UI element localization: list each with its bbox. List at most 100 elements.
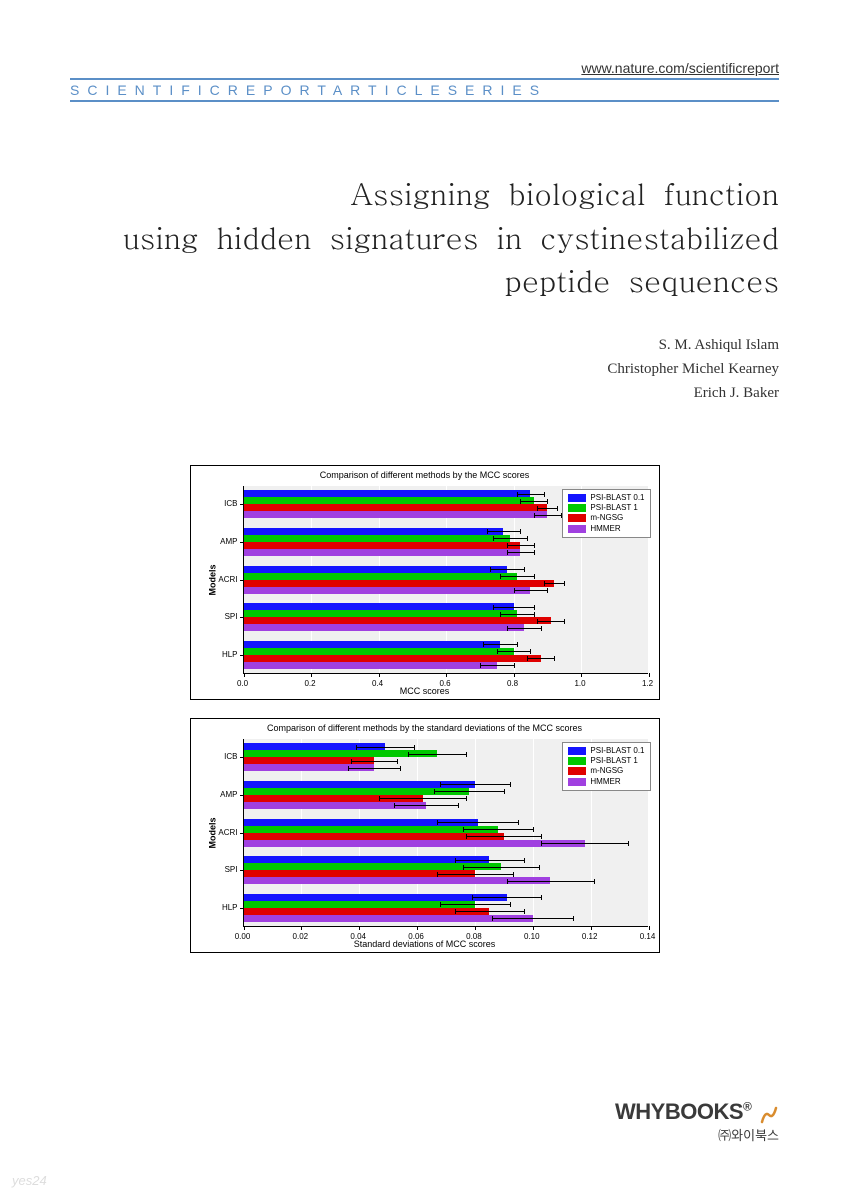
error-cap bbox=[537, 619, 538, 624]
error-bar bbox=[527, 658, 554, 659]
error-bar bbox=[455, 860, 524, 861]
y-axis-label: Models bbox=[207, 564, 217, 595]
error-cap bbox=[524, 909, 525, 914]
error-cap bbox=[507, 626, 508, 631]
bar bbox=[244, 573, 517, 580]
chart-title: Comparison of different methods by the M… bbox=[191, 470, 659, 480]
error-cap bbox=[594, 879, 595, 884]
title-line-3: peptide sequences bbox=[505, 259, 779, 301]
error-bar bbox=[497, 651, 531, 652]
legend-swatch bbox=[568, 504, 586, 512]
chart-mcc-scores: Comparison of different methods by the M… bbox=[190, 465, 660, 700]
error-cap bbox=[514, 663, 515, 668]
x-axis-label: MCC scores bbox=[191, 686, 659, 696]
error-cap bbox=[408, 752, 409, 757]
error-cap bbox=[534, 612, 535, 617]
error-cap bbox=[534, 550, 535, 555]
legend-swatch bbox=[568, 778, 586, 786]
error-cap bbox=[493, 605, 494, 610]
legend-swatch bbox=[568, 494, 586, 502]
error-cap bbox=[534, 543, 535, 548]
error-cap bbox=[507, 543, 508, 548]
legend-swatch bbox=[568, 514, 586, 522]
error-bar bbox=[493, 607, 534, 608]
error-bar bbox=[434, 791, 503, 792]
error-cap bbox=[530, 649, 531, 654]
error-cap bbox=[534, 513, 535, 518]
error-cap bbox=[541, 626, 542, 631]
bar bbox=[244, 617, 551, 624]
error-cap bbox=[541, 841, 542, 846]
error-cap bbox=[500, 574, 501, 579]
header-url: www.nature.com/scientificreport bbox=[70, 60, 779, 76]
error-bar bbox=[507, 881, 594, 882]
error-cap bbox=[463, 865, 464, 870]
error-cap bbox=[466, 834, 467, 839]
error-cap bbox=[527, 536, 528, 541]
legend-swatch bbox=[568, 767, 586, 775]
error-cap bbox=[524, 858, 525, 863]
author: Erich J. Baker bbox=[70, 381, 779, 405]
error-bar bbox=[437, 822, 518, 823]
error-cap bbox=[520, 499, 521, 504]
bar bbox=[244, 826, 499, 833]
error-bar bbox=[379, 798, 466, 799]
legend-label: HMMER bbox=[590, 524, 620, 534]
bar bbox=[244, 655, 541, 662]
category-label: ICB bbox=[208, 499, 238, 508]
bar bbox=[244, 566, 507, 573]
error-cap bbox=[497, 649, 498, 654]
registered-icon: ® bbox=[743, 1099, 751, 1113]
legend: PSI-BLAST 0.1PSI-BLAST 1m-NGSGHMMER bbox=[562, 489, 650, 539]
category-label: ICB bbox=[208, 752, 238, 761]
legend-label: PSI-BLAST 1 bbox=[590, 503, 637, 513]
title-line-1: Assigning biological function bbox=[351, 172, 779, 214]
legend-item: HMMER bbox=[568, 524, 644, 534]
error-bar bbox=[493, 538, 527, 539]
error-cap bbox=[500, 612, 501, 617]
bar bbox=[244, 580, 555, 587]
error-cap bbox=[437, 872, 438, 877]
error-cap bbox=[466, 752, 467, 757]
bar bbox=[244, 641, 501, 648]
legend-swatch bbox=[568, 757, 586, 765]
legend-item: m-NGSG bbox=[568, 766, 644, 776]
error-cap bbox=[510, 782, 511, 787]
xtick bbox=[244, 926, 245, 930]
error-bar bbox=[544, 583, 564, 584]
error-bar bbox=[490, 569, 524, 570]
bar bbox=[244, 528, 504, 535]
error-bar bbox=[480, 665, 514, 666]
xtick bbox=[514, 673, 515, 677]
publisher-sub: ㈜와이북스 bbox=[718, 1128, 779, 1143]
error-cap bbox=[564, 619, 565, 624]
xtick bbox=[649, 673, 650, 677]
error-bar bbox=[463, 829, 532, 830]
y-axis-label: Models bbox=[207, 817, 217, 848]
legend-label: HMMER bbox=[590, 777, 620, 787]
error-bar bbox=[534, 515, 561, 516]
publisher-name: WHYBOOKS® bbox=[615, 1099, 757, 1124]
error-cap bbox=[414, 745, 415, 750]
error-bar bbox=[492, 918, 573, 919]
title-line-2: using hidden signatures in cystinestabil… bbox=[123, 216, 779, 258]
legend-label: PSI-BLAST 0.1 bbox=[590, 493, 644, 503]
bar bbox=[244, 587, 531, 594]
error-cap bbox=[513, 872, 514, 877]
error-cap bbox=[472, 895, 473, 900]
charts-container: Comparison of different methods by the M… bbox=[70, 465, 779, 953]
error-bar bbox=[463, 867, 538, 868]
error-cap bbox=[517, 492, 518, 497]
bar bbox=[244, 840, 585, 847]
error-bar bbox=[440, 784, 509, 785]
error-cap bbox=[356, 745, 357, 750]
error-bar bbox=[487, 531, 521, 532]
error-cap bbox=[527, 656, 528, 661]
error-cap bbox=[440, 782, 441, 787]
error-cap bbox=[534, 605, 535, 610]
error-cap bbox=[434, 789, 435, 794]
error-cap bbox=[487, 529, 488, 534]
bar bbox=[244, 549, 521, 556]
category-label: HLP bbox=[208, 903, 238, 912]
error-cap bbox=[400, 766, 401, 771]
